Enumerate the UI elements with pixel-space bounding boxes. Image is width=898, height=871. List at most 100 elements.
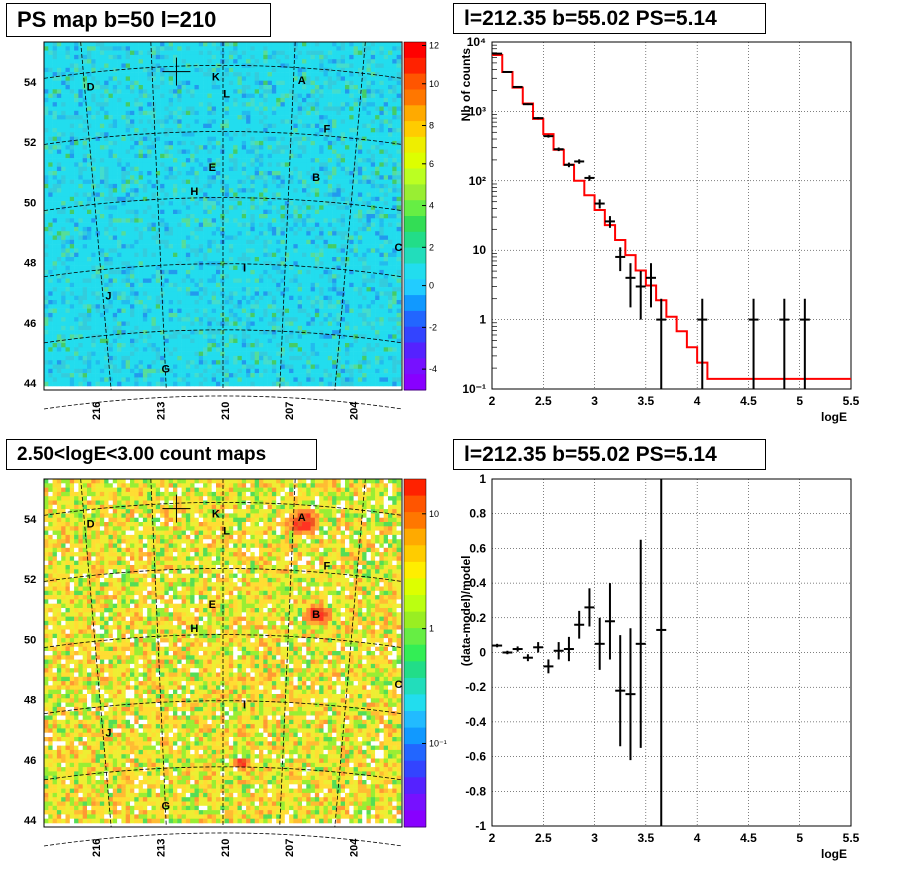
x-tick-label: 3.5 xyxy=(638,394,655,408)
source-label: H xyxy=(190,186,198,198)
y-tick-label: 0.2 xyxy=(469,611,486,625)
lon-tick-label: 213 xyxy=(155,402,167,420)
plot-area xyxy=(491,41,852,390)
lon-line xyxy=(150,478,167,828)
lon-tick-label: 204 xyxy=(349,401,361,420)
residual-title: l=212.35 b=55.02 PS=5.14 xyxy=(453,439,766,470)
source-label: B xyxy=(312,172,320,184)
y-tick-label: 10³ xyxy=(469,104,486,118)
y-tick-label: 10⁻¹ xyxy=(462,382,486,396)
source-label: H xyxy=(190,623,198,635)
plot-area xyxy=(491,478,852,827)
source-label: L xyxy=(223,526,230,538)
x-tick-label: 4 xyxy=(694,394,701,408)
lon-tick-label: 210 xyxy=(220,402,232,420)
y-tick-label: -0.8 xyxy=(465,784,486,798)
colorbar: 12 10 8 6 4 2 0 -2 -4 xyxy=(403,40,439,391)
x-tick-label: 2.5 xyxy=(535,831,552,845)
lat-tick-label: 46 xyxy=(24,318,36,330)
y-tick-label: 1 xyxy=(479,472,486,486)
x-tick-label: 2 xyxy=(489,394,496,408)
x-tick-label: 3 xyxy=(591,831,598,845)
source-label: K xyxy=(212,71,220,83)
source-label: F xyxy=(323,560,330,572)
lon-line xyxy=(334,41,366,391)
x-axis-label: logE xyxy=(821,847,847,861)
colorbar-tick-label: -2 xyxy=(429,322,437,332)
x-axis-label: logE xyxy=(821,410,847,424)
source-label: J xyxy=(105,291,111,303)
spectrum-chart: 2 2.5 3 3.5 4 4.5 5 5.5 10⁻¹ 1 10 10² 10³ 10⁴ logE Nb o… xyxy=(459,35,860,424)
x-tick-label: 5 xyxy=(796,831,803,845)
ps-map-title: PS map b=50 l=210 xyxy=(6,3,271,37)
y-tick-label: 0.8 xyxy=(469,507,486,521)
source-label: J xyxy=(105,728,111,740)
colorbar-tick-label: 10⁻¹ xyxy=(429,738,447,748)
y-tick-label: 10 xyxy=(473,243,487,257)
source-label: C xyxy=(394,242,402,254)
colorbar-tick-label: 4 xyxy=(429,201,434,211)
graticule xyxy=(43,478,403,847)
lat-tick-label: 52 xyxy=(24,574,36,586)
spectrum-title: l=212.35 b=55.02 PS=5.14 xyxy=(453,3,766,34)
lat-tick-label: 44 xyxy=(24,815,37,827)
y-tick-label: -0.2 xyxy=(465,680,486,694)
colorbar-tick-label: 10 xyxy=(429,79,439,89)
source-label: L xyxy=(223,89,230,101)
source-label: A xyxy=(298,512,306,524)
y-tick-label: 1 xyxy=(479,313,486,327)
lon-line xyxy=(150,41,167,391)
lon-tick-label: 207 xyxy=(284,402,296,420)
source-label: I xyxy=(243,263,246,275)
y-tick-label: -0.6 xyxy=(465,750,486,764)
x-tick-label: 5.5 xyxy=(843,394,860,408)
x-tick-label: 4 xyxy=(694,831,701,845)
source-label: E xyxy=(209,599,216,611)
residual-chart: 2 2.5 3 3.5 4 4.5 5 5.5 1 0.8 0.6 0.4 0.2 0 -0.2 -0.4 -0… xyxy=(459,472,860,861)
lon-tick-label: 216 xyxy=(91,402,103,420)
colorbar-tick-label: -4 xyxy=(429,364,437,374)
lat-tick-label: 48 xyxy=(24,258,36,270)
source-label: C xyxy=(394,679,402,691)
lat-tick-label: 46 xyxy=(24,755,36,767)
y-tick-label: 0.4 xyxy=(469,576,486,590)
lon-tick-label: 207 xyxy=(284,839,296,857)
graticule xyxy=(43,41,403,410)
x-tick-label: 3.5 xyxy=(638,831,655,845)
count-map: A B C D E F G H I J KL 54 52 50 48 46 44 216 213 210 207 204 xyxy=(24,478,403,857)
x-tick-label: 5 xyxy=(796,394,803,408)
colorbar-tick-label: 8 xyxy=(429,121,434,131)
colorbar-tick-label: 6 xyxy=(429,159,434,169)
lat-tick-label: 48 xyxy=(24,695,36,707)
lat-tick-label: 54 xyxy=(24,77,37,89)
lon-line xyxy=(279,41,296,391)
source-label: A xyxy=(298,75,306,87)
colorbar: 10 1 10⁻¹ xyxy=(403,478,447,828)
x-tick-label: 5.5 xyxy=(843,831,860,845)
lon-tick-label: 210 xyxy=(220,839,232,857)
source-label: D xyxy=(87,82,95,94)
lon-line xyxy=(80,41,112,391)
x-tick-label: 2 xyxy=(489,831,496,845)
source-label: I xyxy=(243,700,246,712)
lon-tick-label: 204 xyxy=(349,838,361,857)
y-tick-label: -0.4 xyxy=(465,715,486,729)
source-label: D xyxy=(87,519,95,531)
y-tick-label: 0 xyxy=(479,646,486,660)
lat-tick-label: 50 xyxy=(24,634,36,646)
colorbar-tick-label: 1 xyxy=(429,624,434,634)
count-map-title: 2.50<logE<3.00 count maps xyxy=(6,439,317,470)
colorbar-tick-label: 0 xyxy=(429,281,434,291)
x-tick-label: 3 xyxy=(591,394,598,408)
source-label: K xyxy=(212,508,220,520)
y-tick-label: 0.6 xyxy=(469,541,486,555)
source-label: G xyxy=(161,364,170,376)
y-axis-label: (data-model)/model xyxy=(459,556,473,667)
ps-map: A B C D E F G H I J KL 54 52 50 48 46 44 216 213 210 207 204 xyxy=(24,41,403,420)
x-tick-label: 4.5 xyxy=(740,831,757,845)
y-axis-label: Nb of counts xyxy=(459,48,473,122)
colorbar-tick-label: 2 xyxy=(429,242,434,252)
lon-line xyxy=(279,478,296,828)
lon-tick-label: 216 xyxy=(91,839,103,857)
lon-line xyxy=(80,478,112,828)
